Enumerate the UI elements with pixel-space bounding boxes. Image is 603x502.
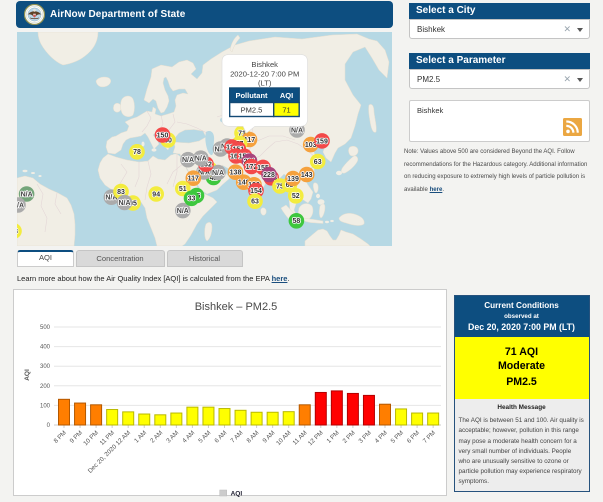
svg-text:154: 154 xyxy=(250,188,262,195)
svg-text:N/A: N/A xyxy=(177,208,189,215)
svg-text:58: 58 xyxy=(293,218,301,225)
svg-text:AQI: AQI xyxy=(24,369,31,381)
svg-text:172: 172 xyxy=(246,164,258,171)
svg-text:AQI: AQI xyxy=(280,91,293,100)
svg-text:1 AM: 1 AM xyxy=(133,429,148,444)
svg-text:71: 71 xyxy=(282,105,290,114)
svg-text:8 PM: 8 PM xyxy=(53,429,68,444)
svg-text:1 PM: 1 PM xyxy=(325,429,340,444)
svg-text:N/A: N/A xyxy=(17,202,24,209)
svg-text:155: 155 xyxy=(257,165,269,172)
svg-text:161: 161 xyxy=(230,153,242,160)
svg-text:2 AM: 2 AM xyxy=(149,429,164,444)
svg-text:10 AM: 10 AM xyxy=(275,429,293,447)
svg-text:N/A: N/A xyxy=(195,156,207,163)
svg-text:228: 228 xyxy=(263,172,275,179)
svg-text:148: 148 xyxy=(238,180,250,187)
svg-text:N/A: N/A xyxy=(198,169,210,176)
svg-text:6 PM: 6 PM xyxy=(406,429,421,444)
svg-text:5 AM: 5 AM xyxy=(197,429,212,444)
svg-text:159: 159 xyxy=(316,138,328,145)
svg-text:3 AM: 3 AM xyxy=(165,429,180,444)
svg-text:139: 139 xyxy=(287,176,299,183)
svg-text:100: 100 xyxy=(40,403,51,409)
svg-text:7 AM: 7 AM xyxy=(229,429,244,444)
svg-text:Bishkek – PM2.5: Bishkek – PM2.5 xyxy=(195,301,278,313)
svg-text:8 AM: 8 AM xyxy=(245,429,260,444)
svg-text:138: 138 xyxy=(230,170,242,177)
svg-text:83: 83 xyxy=(117,189,125,196)
svg-text:500: 500 xyxy=(40,325,51,331)
svg-text:52: 52 xyxy=(292,193,300,200)
svg-text:33: 33 xyxy=(188,196,196,203)
svg-text:7 PM: 7 PM xyxy=(422,429,437,444)
svg-text:75: 75 xyxy=(276,183,284,190)
svg-text:95: 95 xyxy=(129,200,137,207)
svg-text:63: 63 xyxy=(251,199,259,206)
svg-text:4 PM: 4 PM xyxy=(374,429,389,444)
svg-text:AQI: AQI xyxy=(231,490,243,497)
svg-text:78: 78 xyxy=(133,149,141,156)
svg-text:68: 68 xyxy=(286,182,294,189)
svg-text:117: 117 xyxy=(188,176,199,183)
svg-text:94: 94 xyxy=(152,191,160,198)
svg-text:N/A: N/A xyxy=(182,157,194,164)
svg-text:162: 162 xyxy=(200,162,212,169)
svg-text:N/A: N/A xyxy=(118,200,130,207)
svg-text:300: 300 xyxy=(40,364,51,370)
svg-text:Pollutant: Pollutant xyxy=(235,91,268,100)
svg-text:PM2.5: PM2.5 xyxy=(241,105,263,114)
svg-text:71: 71 xyxy=(238,130,246,137)
svg-text:5 PM: 5 PM xyxy=(390,429,405,444)
svg-text:2 PM: 2 PM xyxy=(341,429,356,444)
svg-text:63: 63 xyxy=(314,159,322,166)
svg-text:10 PM: 10 PM xyxy=(82,429,100,447)
svg-text:117: 117 xyxy=(244,137,255,144)
svg-text:11 AM: 11 AM xyxy=(291,429,308,446)
svg-text:4 AM: 4 AM xyxy=(181,429,196,444)
svg-text:143: 143 xyxy=(301,172,313,179)
svg-text:N/A: N/A xyxy=(291,127,303,134)
svg-text:0: 0 xyxy=(47,423,51,429)
svg-text:2020-12-20 7:00 PM: 2020-12-20 7:00 PM xyxy=(230,70,299,79)
svg-text:N/A: N/A xyxy=(21,191,33,198)
svg-text:3 PM: 3 PM xyxy=(358,429,373,444)
svg-text:60: 60 xyxy=(164,137,172,144)
svg-text:N/A: N/A xyxy=(212,170,224,177)
svg-text:150: 150 xyxy=(157,132,169,139)
svg-text:(LT): (LT) xyxy=(258,79,272,88)
svg-text:12 PM: 12 PM xyxy=(307,429,325,447)
svg-text:Bishkek: Bishkek xyxy=(251,60,278,69)
svg-text:48: 48 xyxy=(17,228,18,235)
svg-text:6 AM: 6 AM xyxy=(213,429,228,444)
svg-text:51: 51 xyxy=(179,186,187,193)
svg-text:103: 103 xyxy=(305,142,317,149)
svg-text:400: 400 xyxy=(40,345,51,351)
svg-text:200: 200 xyxy=(40,384,51,390)
svg-text:N/A: N/A xyxy=(105,195,117,202)
